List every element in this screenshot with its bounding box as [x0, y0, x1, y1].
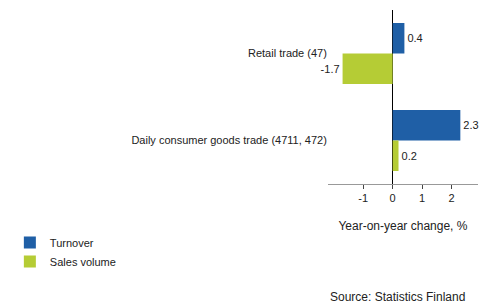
svg-text:1: 1	[419, 192, 425, 204]
svg-text:Daily consumer goods trade (47: Daily consumer goods trade (4711, 472)	[131, 134, 326, 146]
svg-text:-1: -1	[358, 192, 368, 204]
svg-text:2: 2	[448, 192, 454, 204]
svg-text:Year-on-year change, %: Year-on-year change, %	[338, 219, 467, 233]
svg-text:Sales volume: Sales volume	[50, 256, 116, 268]
svg-text:Retail trade (47): Retail trade (47)	[248, 47, 327, 59]
svg-text:Source: Statistics Finland: Source: Statistics Finland	[330, 290, 465, 304]
svg-text:2.3: 2.3	[463, 119, 478, 131]
svg-text:0.2: 0.2	[402, 150, 417, 162]
svg-text:-1.7: -1.7	[321, 63, 340, 75]
svg-text:0.4: 0.4	[407, 32, 422, 44]
svg-text:0: 0	[390, 192, 396, 204]
svg-text:Turnover: Turnover	[50, 237, 94, 249]
